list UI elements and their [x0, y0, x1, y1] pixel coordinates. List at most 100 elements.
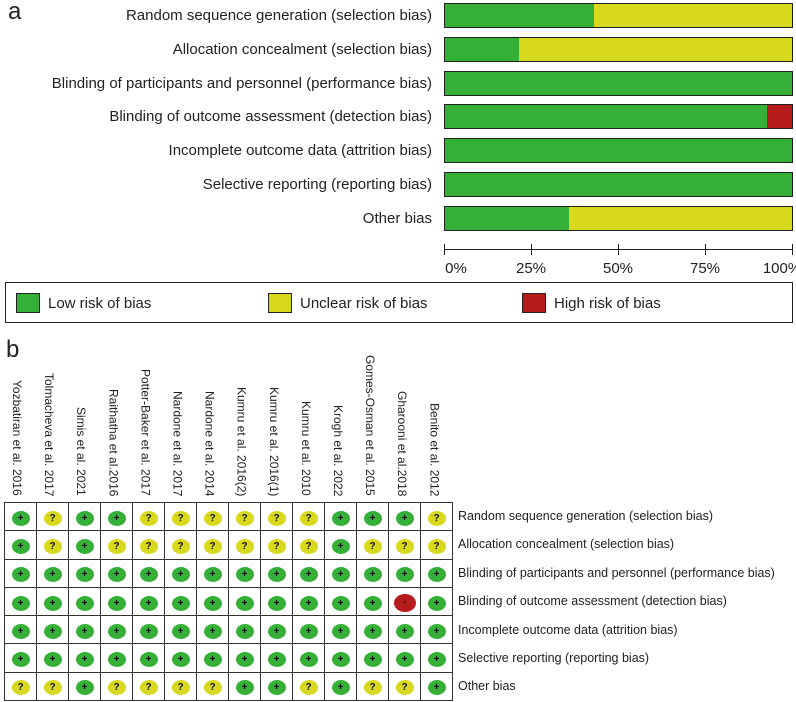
low-risk-icon: +: [11, 652, 30, 668]
x-tick: [531, 244, 532, 255]
study-label: Nardone et al. 2014: [202, 390, 217, 496]
grid-cell: ?: [292, 671, 325, 702]
grid-cell: +: [324, 643, 357, 673]
grid-cell: +: [388, 643, 421, 673]
grid-cell: +: [260, 615, 293, 645]
unclear-risk-icon: ?: [139, 680, 158, 696]
grid-cell: +: [228, 671, 261, 702]
grid-cell: +: [132, 643, 165, 673]
grid-cell: +: [356, 558, 389, 588]
grid-cell: +: [292, 586, 325, 617]
grid-cell: +: [260, 558, 293, 588]
grid-cell: +: [132, 586, 165, 617]
grid-cell: +: [100, 586, 133, 617]
low-risk-icon: +: [267, 652, 286, 668]
low-risk-icon: +: [203, 652, 222, 668]
grid-row: + + + + + + + + + + + + + +: [4, 558, 453, 588]
bar-segment-unclear: [568, 207, 792, 230]
unclear-risk-icon: ?: [171, 538, 190, 554]
unclear-risk-icon: ?: [235, 538, 254, 554]
low-risk-icon: +: [75, 567, 94, 583]
low-risk-icon: +: [107, 652, 126, 668]
low-risk-icon: +: [331, 652, 350, 668]
grid-cell: +: [36, 586, 69, 617]
low-risk-icon: +: [11, 538, 30, 554]
grid-cell: +: [260, 643, 293, 673]
low-risk-icon: +: [267, 680, 286, 696]
grid-cell: +: [132, 615, 165, 645]
low-risk-icon: +: [75, 595, 94, 611]
grid-cell: +: [196, 615, 229, 645]
low-risk-icon: +: [331, 680, 350, 696]
unclear-risk-icon: ?: [171, 680, 190, 696]
low-risk-icon: +: [331, 595, 350, 611]
low-risk-icon: +: [299, 652, 318, 668]
grid-cell: +: [4, 530, 37, 560]
low-risk-icon: +: [267, 567, 286, 583]
grid-cell: +: [68, 501, 101, 532]
unclear-risk-icon: ?: [11, 680, 30, 696]
unclear-risk-icon: ?: [235, 510, 254, 526]
stacked-bar: [444, 138, 793, 163]
grid-cell: +: [196, 643, 229, 673]
grid-cell: +: [324, 615, 357, 645]
unclear-risk-icon: ?: [363, 680, 382, 696]
bar-segment-low: [445, 72, 792, 95]
grid-cell: ?: [132, 671, 165, 702]
grid-cell: ?: [132, 530, 165, 560]
study-label: Kumru et al. 2010: [298, 401, 313, 496]
grid-cell: +: [196, 586, 229, 617]
grid-cell: ?: [36, 530, 69, 560]
grid-cell: +: [228, 615, 261, 645]
grid-cell: ?: [196, 671, 229, 702]
low-risk-icon: +: [427, 567, 446, 583]
panel-b-label: b: [6, 336, 20, 363]
grid-cell: +: [292, 615, 325, 645]
grid-cell: +: [420, 671, 453, 702]
panel-a-label: a: [8, 0, 22, 25]
low-risk-icon: +: [171, 567, 190, 583]
grid-cell: ?: [420, 501, 453, 532]
low-risk-icon: +: [75, 680, 94, 696]
grid-cell: ?: [164, 671, 197, 702]
low-risk-icon: +: [235, 680, 254, 696]
study-label: Simis et al. 2021: [74, 407, 89, 496]
low-risk-icon: +: [331, 567, 350, 583]
low-risk-icon: +: [331, 623, 350, 639]
stacked-bar: [444, 71, 793, 96]
legend: Low risk of bias Unclear risk of bias Hi…: [5, 282, 793, 323]
low-risk-icon: +: [203, 595, 222, 611]
low-risk-icon: +: [331, 510, 350, 526]
grid-cell: +: [68, 530, 101, 560]
grid-cell: +: [164, 558, 197, 588]
grid-cell: ?: [228, 501, 261, 532]
grid-cell: ?: [100, 530, 133, 560]
unclear-risk-icon: ?: [107, 538, 126, 554]
grid-cell: +: [388, 501, 421, 532]
grid-cell: ?: [100, 671, 133, 702]
grid-cell: ?: [388, 530, 421, 560]
low-risk-icon: +: [171, 652, 190, 668]
x-tick-label: 25%: [515, 260, 547, 277]
low-risk-icon: +: [11, 623, 30, 639]
risk-grid: +? + +?????? + + +? +? +??????? +??? + + + + + + + + + + + +…: [4, 501, 453, 702]
grid-cell: +: [228, 586, 261, 617]
domain-row-label: Other bias: [458, 679, 516, 694]
grid-cell: ?: [228, 530, 261, 560]
grid-cell: -: [388, 586, 421, 617]
grid-cell: +: [164, 643, 197, 673]
grid-cell: ?: [356, 530, 389, 560]
low-risk-icon: +: [427, 652, 446, 668]
low-risk-icon: +: [43, 567, 62, 583]
bar-segment-low: [445, 139, 792, 162]
grid-cell: +: [356, 501, 389, 532]
grid-cell: +: [324, 558, 357, 588]
legend-low: Low risk of bias: [16, 293, 151, 313]
x-tick-label: 50%: [602, 260, 634, 277]
grid-cell: +: [228, 558, 261, 588]
grid-row: +? + +?????? + + +?: [4, 501, 453, 532]
low-risk-icon: +: [363, 510, 382, 526]
low-risk-icon: +: [299, 595, 318, 611]
low-risk-icon: +: [107, 595, 126, 611]
